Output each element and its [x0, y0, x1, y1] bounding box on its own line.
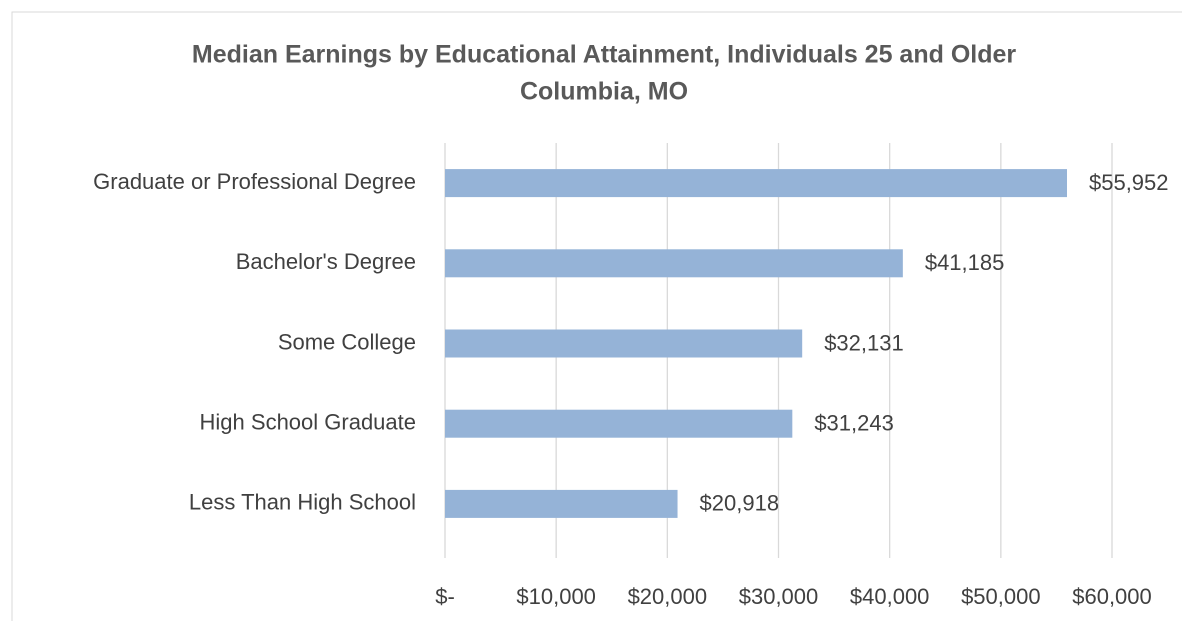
x-tick-label: $60,000 [1072, 584, 1152, 609]
x-tick-label: $- [435, 584, 455, 609]
value-label: $55,952 [1089, 170, 1169, 195]
chart-subtitle: Columbia, MO [520, 78, 688, 106]
y-tick-label: Graduate or Professional Degree [93, 169, 416, 194]
x-tick-label: $10,000 [516, 584, 596, 609]
bar [445, 409, 793, 438]
chart-title: Median Earnings by Educational Attainmen… [192, 41, 1016, 69]
y-tick-label: Bachelor's Degree [236, 249, 416, 274]
value-label: $20,918 [700, 491, 780, 516]
y-tick-label: Some College [278, 329, 416, 354]
value-label: $32,131 [824, 330, 904, 355]
y-tick-label: High School Graduate [200, 410, 416, 435]
x-tick-label: $40,000 [850, 584, 930, 609]
y-tick-label: Less Than High School [189, 490, 416, 515]
value-label: $41,185 [925, 250, 1005, 275]
x-tick-label: $30,000 [739, 584, 819, 609]
x-tick-label: $20,000 [628, 584, 708, 609]
bar [445, 249, 903, 278]
bar [445, 169, 1067, 198]
chart-border [11, 11, 1182, 621]
bar [445, 489, 678, 518]
value-label: $31,243 [814, 411, 894, 436]
x-tick-label: $50,000 [961, 584, 1041, 609]
bar [445, 329, 803, 358]
